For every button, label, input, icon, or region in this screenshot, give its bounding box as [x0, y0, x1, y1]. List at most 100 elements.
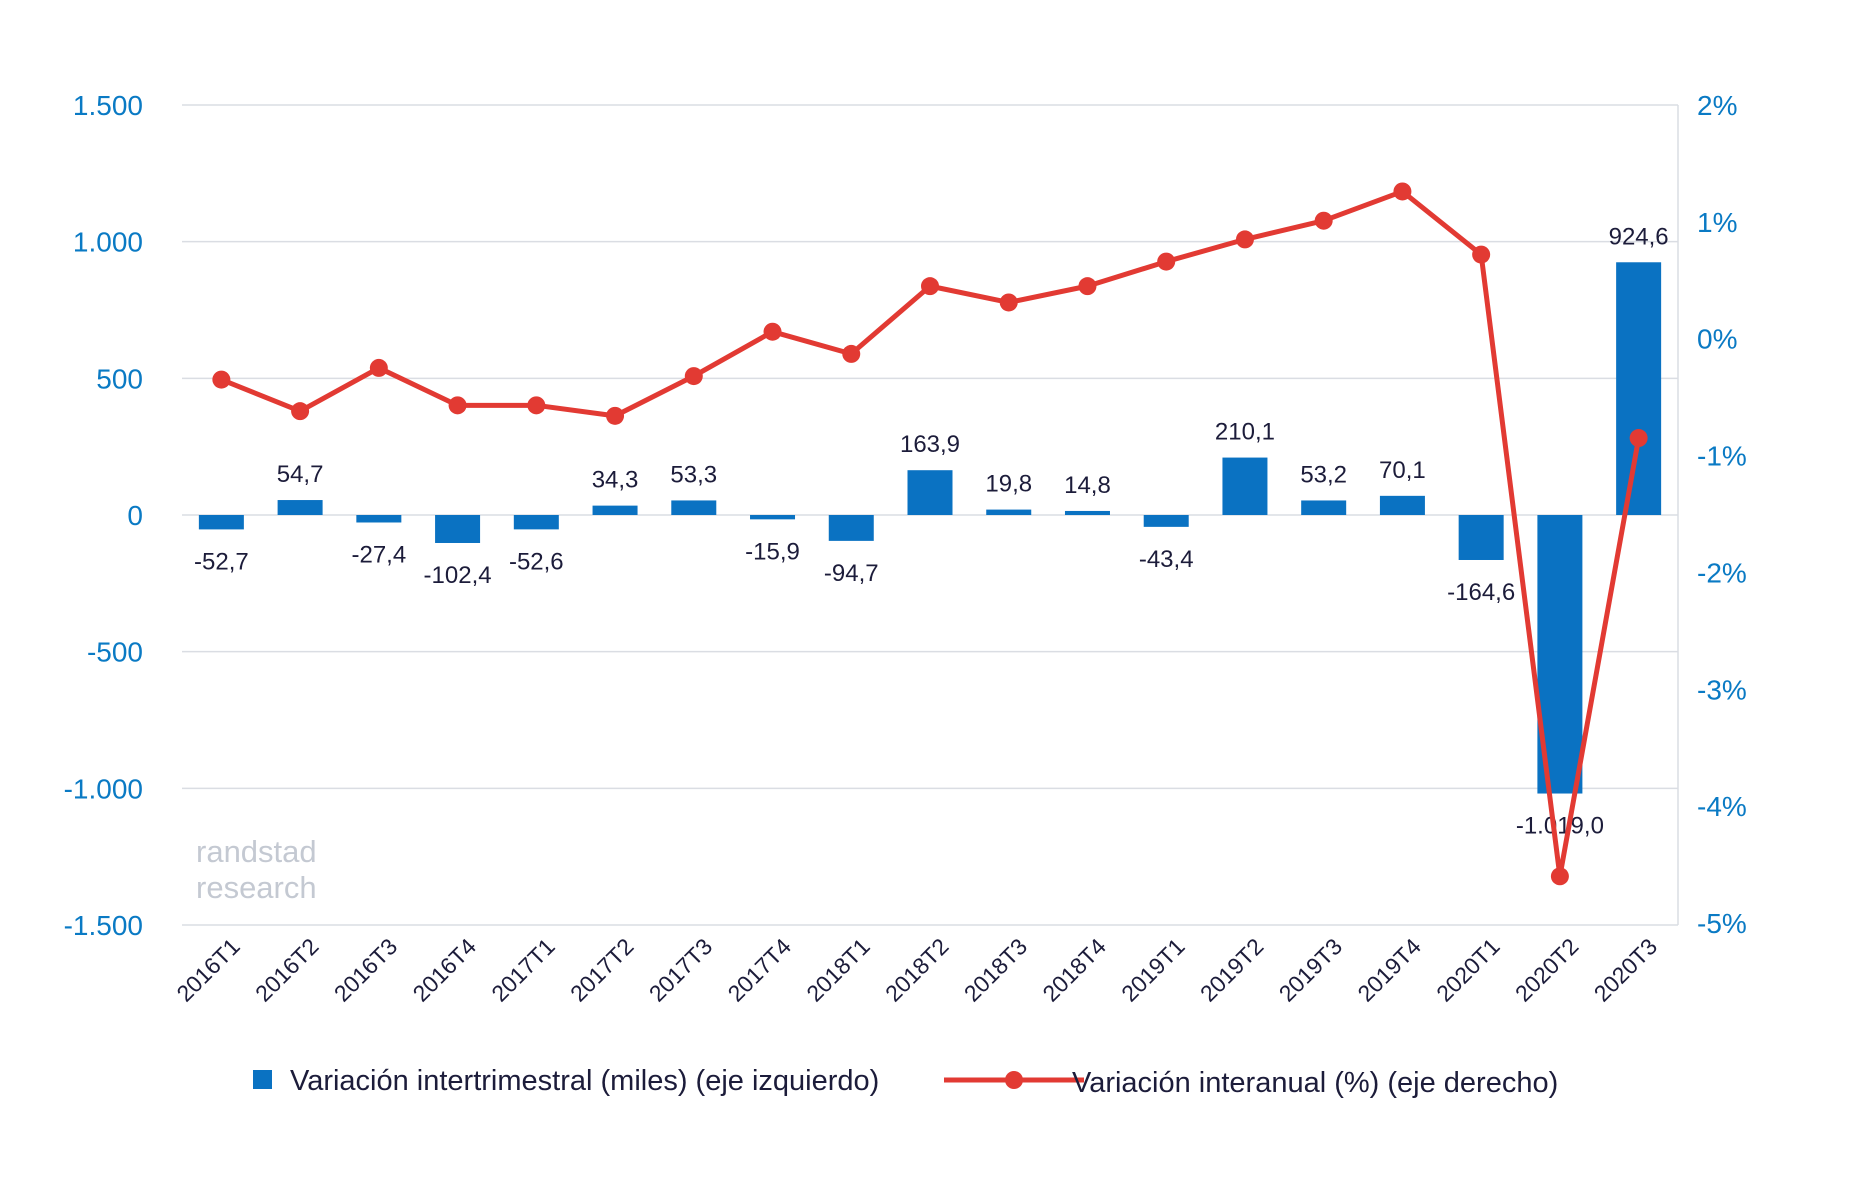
x-tick-label: 2020T3: [1589, 933, 1663, 1007]
bar: [356, 515, 402, 523]
grid-lines: [182, 104, 1679, 926]
x-tick-label: 2016T3: [329, 933, 403, 1007]
line-point: [448, 396, 467, 415]
bar: [671, 500, 717, 515]
line-point: [1472, 245, 1491, 264]
bar-data-labels: -52,7 54,7 -27,4 -102,4 -52,6 34,3 53,3 -15,9 -9…: [194, 223, 1669, 839]
bar: [592, 505, 638, 515]
bar-data-label: 70,1: [1379, 457, 1426, 484]
bar-data-label: -1.019,0: [1516, 813, 1604, 840]
line-point: [1629, 429, 1648, 448]
x-tick-label: 2019T2: [1195, 933, 1269, 1007]
bar: [1458, 515, 1504, 560]
y-right-tick-label: -2%: [1697, 557, 1747, 588]
y-right-tick-label: -4%: [1697, 791, 1747, 822]
bar: [828, 515, 874, 541]
bar-data-label: 924,6: [1609, 223, 1669, 250]
bar-data-label: -15,9: [745, 538, 800, 565]
x-tick-label: 2020T1: [1431, 933, 1505, 1007]
line-point: [1235, 230, 1254, 249]
line-point: [1314, 211, 1333, 230]
legend: Variación intertrimestral (miles) (eje i…: [253, 1065, 1558, 1099]
x-tick-label: 2017T4: [723, 933, 797, 1007]
bar-data-label: 53,3: [670, 461, 717, 488]
x-tick-label: 2019T3: [1274, 933, 1348, 1007]
bar: [1616, 262, 1662, 515]
bar-data-label: -164,6: [1447, 579, 1515, 606]
line-point: [291, 402, 310, 421]
bar: [907, 470, 953, 515]
y-left-tick-label: 1.500: [73, 90, 143, 121]
x-axis: 2016T1 2016T2 2016T3 2016T4 2017T1 2017T2 2017…: [171, 933, 1662, 1007]
line-point: [606, 406, 625, 425]
line-point: [212, 370, 231, 389]
bar-data-label: -43,4: [1139, 546, 1194, 573]
line-point: [842, 344, 861, 363]
line-point: [684, 367, 703, 386]
bar-series: [198, 262, 1662, 794]
line-point: [921, 277, 939, 296]
legend-bar-label: Variación intertrimestral (miles) (eje i…: [290, 1065, 879, 1097]
bar: [435, 515, 481, 543]
x-tick-label: 2017T2: [565, 933, 639, 1007]
bar-data-label: 163,9: [900, 431, 960, 458]
x-tick-label: 2017T3: [644, 933, 718, 1007]
bar-data-label: 34,3: [592, 467, 639, 494]
bar-data-label: -52,6: [509, 548, 564, 575]
line-point: [999, 293, 1018, 312]
y-right-tick-label: 1%: [1697, 207, 1737, 238]
line-point: [1550, 867, 1569, 886]
x-tick-label: 2016T1: [171, 933, 245, 1007]
y-left-tick-label: 0: [127, 500, 143, 531]
bar-data-label: 19,8: [985, 471, 1032, 498]
line-series: [212, 182, 1648, 886]
bar: [986, 509, 1032, 515]
bar-data-label: -102,4: [424, 562, 492, 589]
bar: [1064, 510, 1110, 515]
legend-bar-swatch: [253, 1070, 272, 1089]
line-point: [369, 358, 388, 377]
right-y-axis: 2% 1% 0% -1% -2% -3% -4% -5%: [1697, 90, 1747, 939]
y-left-tick-label: -1.000: [64, 773, 143, 804]
bar-data-label: -52,7: [194, 548, 249, 575]
line-point: [763, 322, 782, 341]
bar: [1222, 457, 1268, 515]
y-right-tick-label: 0%: [1697, 324, 1737, 355]
y-right-tick-label: 2%: [1697, 90, 1737, 121]
bar-data-label: -94,7: [824, 560, 879, 587]
bar-data-label: 14,8: [1064, 472, 1111, 499]
y-right-tick-label: -5%: [1697, 908, 1747, 939]
bar: [1143, 515, 1189, 527]
x-tick-label: 2017T1: [486, 933, 560, 1007]
y-right-tick-label: -1%: [1697, 441, 1747, 472]
y-right-tick-label: -3%: [1697, 674, 1747, 705]
x-tick-label: 2018T1: [801, 933, 875, 1007]
x-tick-label: 2019T1: [1116, 933, 1190, 1007]
bar: [277, 500, 323, 515]
x-tick-label: 2020T2: [1510, 933, 1584, 1007]
bar-data-label: 54,7: [277, 461, 324, 488]
y-left-tick-label: -1.500: [64, 910, 143, 941]
bar: [1301, 500, 1347, 515]
x-tick-label: 2018T3: [959, 933, 1033, 1007]
legend-line-marker: [1005, 1071, 1023, 1089]
y-left-tick-label: 500: [96, 363, 143, 394]
y-left-tick-label: -500: [87, 637, 143, 668]
x-tick-label: 2018T4: [1037, 933, 1111, 1007]
bar: [1379, 495, 1425, 515]
watermark-line-2: research: [196, 870, 317, 905]
line-point: [1157, 252, 1176, 271]
left-y-axis: 1.500 1.000 500 0 -500 -1.000 -1.500: [64, 90, 143, 941]
bar: [198, 515, 244, 530]
line-point: [1078, 277, 1097, 296]
watermark-line-1: randstad: [196, 834, 317, 869]
bar-data-label: -27,4: [351, 541, 406, 568]
line-point: [527, 396, 546, 415]
bar-data-label: 53,2: [1300, 461, 1347, 488]
x-tick-label: 2016T2: [250, 933, 324, 1007]
x-tick-label: 2018T2: [880, 933, 954, 1007]
x-tick-label: 2016T4: [408, 933, 482, 1007]
line-point: [1393, 182, 1412, 201]
